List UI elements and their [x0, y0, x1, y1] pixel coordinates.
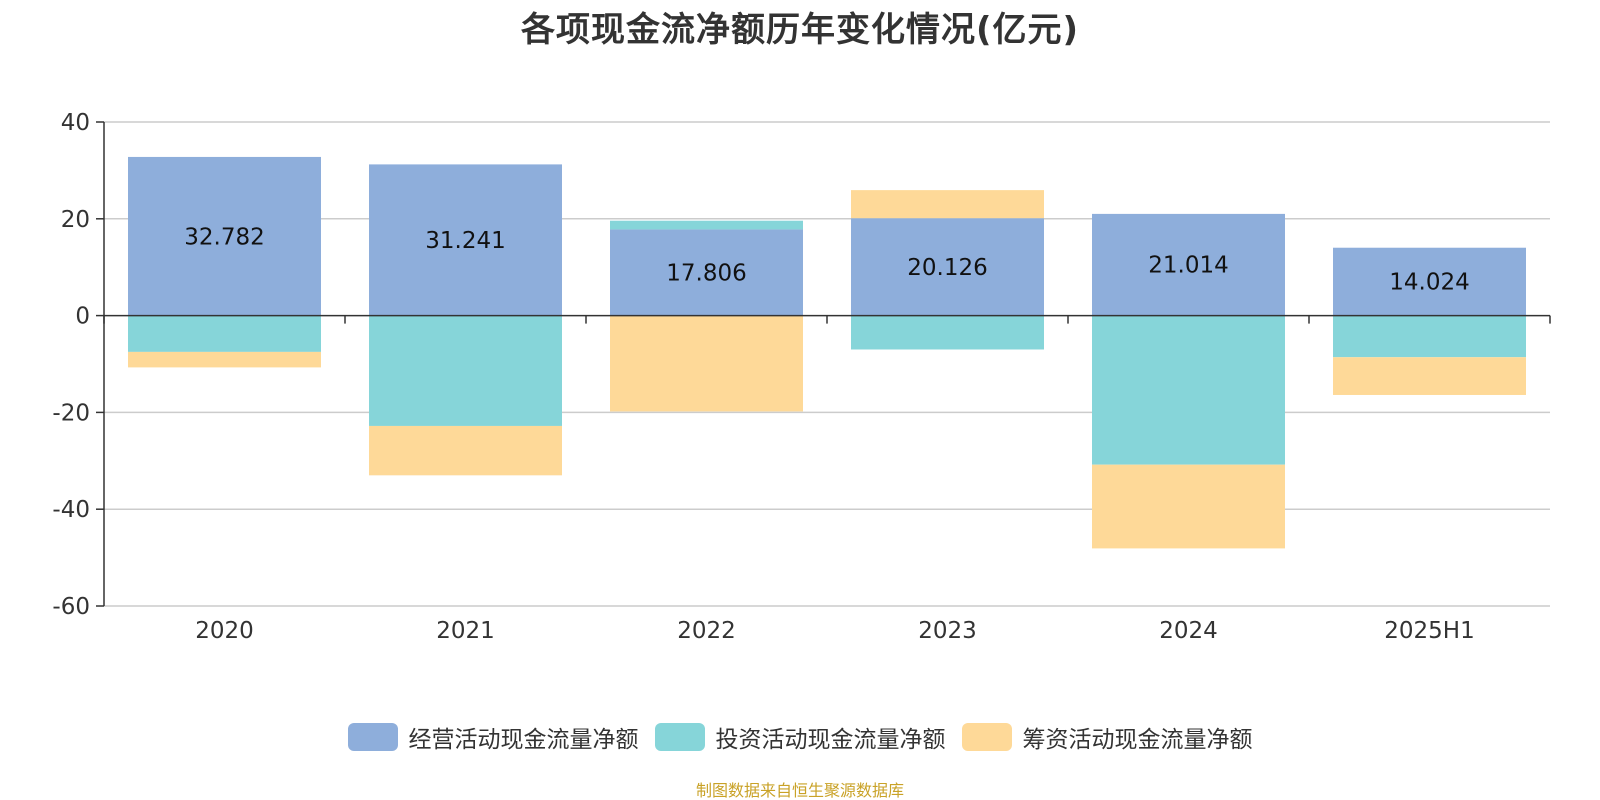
- chart-title: 各项现金流净额历年变化情况(亿元): [520, 10, 1080, 50]
- bar-segment-series1-2022: [610, 220, 803, 230]
- y-tick-label: 0: [75, 304, 90, 330]
- bar-segment-series0-2021: [369, 164, 562, 316]
- bar-segment-series2-2024: [1092, 464, 1285, 549]
- legend-swatch-financing: [961, 723, 1012, 751]
- bar-segment-series1-2025H1: [1333, 315, 1526, 358]
- bar-segment-series1-2020: [128, 315, 321, 352]
- data-label-2023: 20.126: [907, 255, 987, 281]
- bar-segment-series0-2023: [851, 218, 1044, 316]
- data-label-2024: 21.014: [1148, 253, 1228, 279]
- y-tick-label: -20: [52, 400, 90, 426]
- bar-segment-series0-2025H1: [1333, 247, 1526, 316]
- bar-segment-series2-2020: [128, 351, 321, 368]
- chart-legend: 经营活动现金流量净额 投资活动现金流量净额 筹资活动现金流量净额: [0, 720, 1600, 754]
- x-tick-label-2023: 2023: [918, 618, 977, 644]
- x-tick-label-2025H1: 2025H1: [1384, 618, 1474, 644]
- legend-swatch-investing: [654, 723, 705, 751]
- bar-segment-series0-2022: [610, 229, 803, 316]
- legend-label-investing: 投资活动现金流量净额: [715, 727, 946, 753]
- x-tick-label-2020: 2020: [195, 618, 254, 644]
- legend-swatch-operating: [347, 723, 398, 751]
- y-tick-label: -60: [52, 594, 90, 620]
- legend-label-operating: 经营活动现金流量净额: [408, 727, 639, 753]
- data-label-2021: 31.241: [425, 228, 505, 254]
- legend-item-financing[interactable]: 筹资活动现金流量净额: [961, 720, 1253, 754]
- bar-segment-series1-2023: [851, 315, 1044, 350]
- data-label-2020: 32.782: [184, 224, 264, 250]
- y-tick-label: 20: [61, 207, 90, 233]
- source-note: 制图数据来自恒生聚源数据库: [695, 781, 904, 800]
- bar-segment-series2-2022: [610, 315, 803, 412]
- x-tick-label-2024: 2024: [1159, 618, 1218, 644]
- y-tick-label: -40: [52, 497, 90, 523]
- bar-segment-series1-2021: [369, 315, 562, 426]
- bar-segment-series2-2025H1: [1333, 357, 1526, 395]
- bar-segment-series2-2023: [851, 190, 1044, 219]
- bar-segment-series0-2024: [1092, 213, 1285, 316]
- data-label-2022: 17.806: [666, 261, 746, 287]
- bar-segment-series0-2020: [128, 156, 321, 316]
- bar-segment-series1-2024: [1092, 315, 1285, 465]
- legend-item-operating[interactable]: 经营活动现金流量净额: [347, 720, 639, 754]
- bar-segment-series2-2021: [369, 425, 562, 476]
- x-tick-label-2022: 2022: [677, 618, 736, 644]
- legend-item-investing[interactable]: 投资活动现金流量净额: [654, 720, 946, 754]
- legend-label-financing: 筹资活动现金流量净额: [1022, 727, 1253, 753]
- data-label-2025H1: 14.024: [1389, 270, 1469, 296]
- y-tick-label: 40: [61, 110, 90, 136]
- x-tick-label-2021: 2021: [436, 618, 495, 644]
